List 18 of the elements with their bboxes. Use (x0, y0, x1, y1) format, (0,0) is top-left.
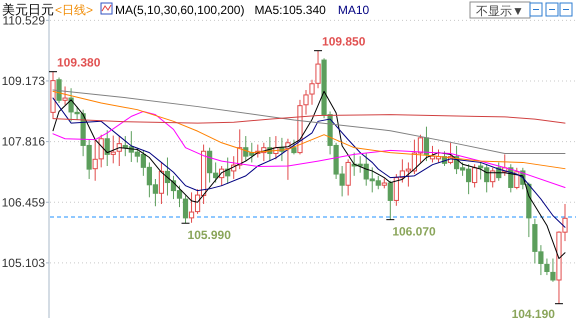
chart-subtitle: <日线> (55, 3, 94, 17)
line-series (52, 90, 566, 260)
text: MA5:105.340 (254, 3, 326, 17)
annotation: 不显示▼ (476, 4, 524, 18)
y-tick-label: 109.173 (2, 74, 46, 88)
y-tick-label: 106.459 (2, 195, 46, 210)
legend-title: MA(5,10,30,60,100,200) (115, 3, 244, 17)
annotation: 109.380 (57, 56, 101, 70)
line-series (52, 114, 566, 124)
line-series (52, 110, 566, 188)
text: MA10 (338, 3, 370, 17)
annotation: 109.850 (322, 34, 366, 49)
annotation: 106.070 (392, 224, 436, 239)
y-tick-label: 105.103 (2, 256, 46, 270)
annotation: 105.990 (188, 228, 232, 242)
y-tick-label: 107.816 (2, 134, 46, 149)
button: 不显示▼ (470, 2, 530, 18)
annotation: 104.190 (512, 307, 556, 320)
